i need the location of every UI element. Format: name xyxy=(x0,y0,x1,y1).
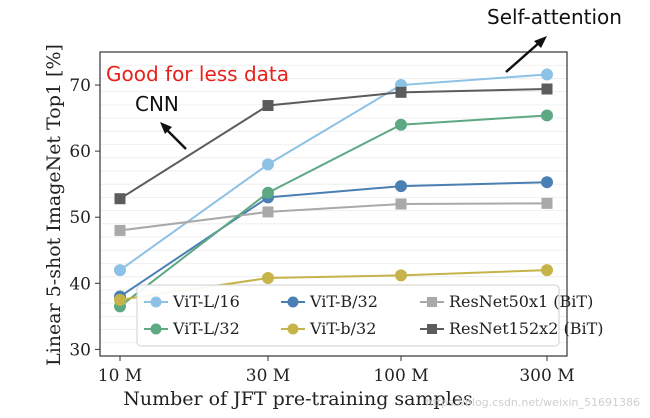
x-tick-label: 300 M xyxy=(519,366,574,386)
x-tick-label: 10 M xyxy=(98,366,142,386)
annotation-cnn: CNN xyxy=(135,92,179,116)
y-tick-label: 60 xyxy=(69,142,91,162)
y-axis-label: Linear 5-shot ImageNet Top1 [%] xyxy=(43,44,65,366)
series-line xyxy=(119,181,548,298)
legend-label: ViT-b/32 xyxy=(309,319,376,338)
data-point xyxy=(262,206,274,218)
data-point xyxy=(114,193,126,205)
watermark: https://blog.csdn.net/weixin_51691386 xyxy=(425,396,640,409)
series-line xyxy=(119,88,548,200)
legend-marker xyxy=(287,323,299,335)
legend-label: ViT-L/32 xyxy=(172,319,240,338)
data-point xyxy=(262,186,274,199)
legend-marker xyxy=(427,324,437,334)
legend-item: ResNet50x1 (BiT) xyxy=(420,292,593,311)
data-point xyxy=(114,264,126,277)
data-point xyxy=(395,180,407,193)
data-point xyxy=(541,176,553,189)
series-resnet152x2-bit xyxy=(114,83,553,205)
plot-frame xyxy=(99,51,568,357)
legend-label: ViT-L/16 xyxy=(172,292,240,311)
legend-item: ResNet152x2 (BiT) xyxy=(420,319,603,338)
legend-label: ResNet50x1 (BiT) xyxy=(449,292,593,311)
legend: ViT-L/16 ViT-B/32 ResNet50x1 (BiT) ViT-L/32… xyxy=(136,284,603,347)
legend-label: ViT-B/32 xyxy=(309,292,378,311)
data-point xyxy=(541,68,553,81)
series-line xyxy=(119,73,548,271)
series-line xyxy=(119,202,548,232)
legend-box xyxy=(136,284,560,347)
legend-item: ViT-b/32 xyxy=(281,319,376,338)
legend-item: ViT-L/32 xyxy=(144,319,240,338)
data-point xyxy=(541,264,553,277)
series-resnet50x1-bit xyxy=(114,197,553,236)
y-tick-label: 50 xyxy=(69,208,91,228)
data-point xyxy=(395,86,407,98)
data-point xyxy=(395,118,407,131)
data-point xyxy=(395,269,407,282)
legend-marker xyxy=(150,296,162,308)
data-point xyxy=(541,109,553,122)
annotation-good-for-less-data: Good for less data xyxy=(106,62,289,86)
arrow-cnn-icon xyxy=(160,122,187,150)
data-point xyxy=(395,198,407,210)
series-vit-l-32 xyxy=(114,109,553,313)
y-tick-label: 70 xyxy=(69,76,91,96)
data-point xyxy=(541,197,553,209)
legend-item: ViT-B/32 xyxy=(281,292,378,311)
y-tick-label: 40 xyxy=(69,274,91,294)
annotation-self-attention: Self-attention xyxy=(487,5,622,29)
data-point xyxy=(262,272,274,285)
data-point xyxy=(114,224,126,236)
legend-marker xyxy=(427,297,437,307)
x-tick-label: 100 M xyxy=(373,366,428,386)
x-axis-ticks: 10 M 30 M 100 M 300 M xyxy=(98,356,575,386)
arrow-self-attention-icon xyxy=(505,36,547,73)
legend-label: ResNet152x2 (BiT) xyxy=(449,319,603,338)
y-axis-ticks: 30 40 50 60 70 xyxy=(69,76,100,360)
series-vit-b-32 xyxy=(114,176,553,303)
data-point xyxy=(262,100,274,112)
data-point xyxy=(114,293,126,306)
legend-item: ViT-L/16 xyxy=(144,292,240,311)
data-point xyxy=(541,83,553,95)
legend-marker xyxy=(150,323,162,335)
x-tick-label: 30 M xyxy=(246,366,290,386)
legend-marker xyxy=(287,296,299,308)
y-tick-label: 30 xyxy=(69,340,91,360)
series-line xyxy=(119,114,548,308)
data-point xyxy=(262,158,274,171)
x-axis-label: Number of JFT pre-training samples xyxy=(123,388,473,410)
